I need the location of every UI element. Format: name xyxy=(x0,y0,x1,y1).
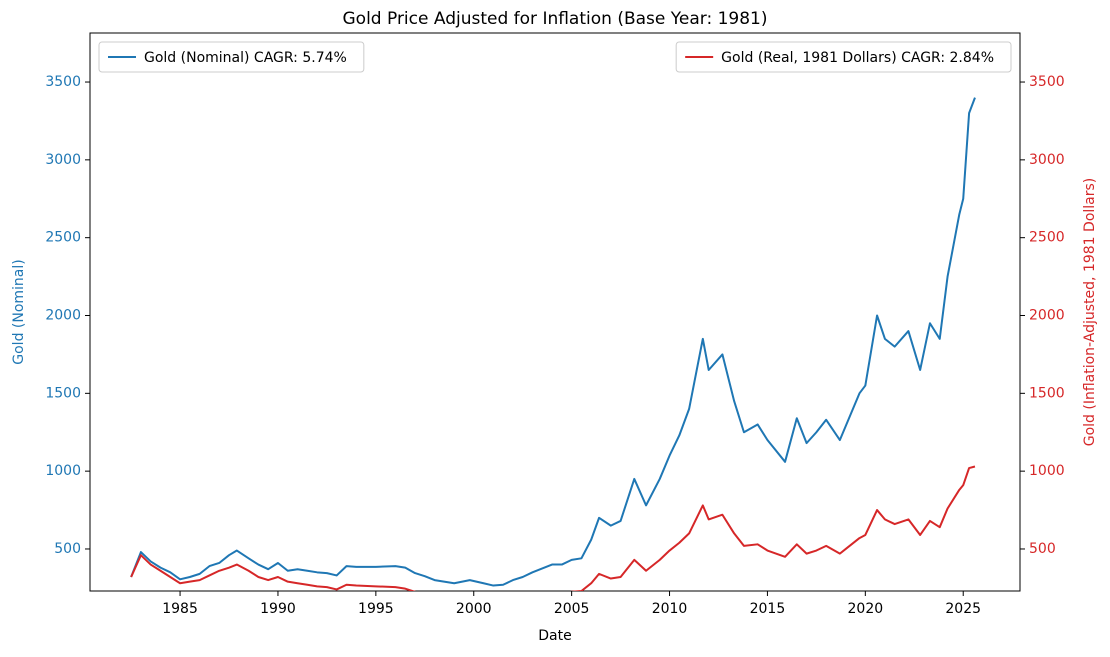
chart-title: Gold Price Adjusted for Inflation (Base … xyxy=(343,9,768,29)
y2-tick-label: 500 xyxy=(1029,541,1056,557)
y2-axis-label: Gold (Inflation-Adjusted, 1981 Dollars) xyxy=(1082,178,1098,447)
y-tick-label: 3500 xyxy=(45,74,81,90)
y2-tick-label: 2000 xyxy=(1029,308,1065,324)
y-tick-label: 1500 xyxy=(45,385,81,401)
plot-frame xyxy=(89,32,1021,592)
x-tick-label: 2025 xyxy=(945,601,981,617)
legend-label: Gold (Real, 1981 Dollars) CAGR: 2.84% xyxy=(721,50,994,66)
y-axis-label: Gold (Nominal) xyxy=(11,259,27,364)
y2-tick-label: 3000 xyxy=(1029,152,1065,168)
plot-area xyxy=(130,97,976,591)
x-tick-label: 2015 xyxy=(750,601,786,617)
y-tick-label: 3000 xyxy=(45,152,81,168)
y2-tick-label: 3500 xyxy=(1029,74,1065,90)
x-tick-label: 1990 xyxy=(260,601,296,617)
y2-tick-label: 2500 xyxy=(1029,230,1065,246)
series-line xyxy=(130,465,976,591)
x-tick-label: 1985 xyxy=(162,601,198,617)
x-tick-label: 2010 xyxy=(652,601,688,617)
x-tick-label: 1995 xyxy=(358,601,394,617)
x-axis-label: Date xyxy=(538,628,571,644)
y-tick-label: 2500 xyxy=(45,230,81,246)
x-tick-label: 2000 xyxy=(456,601,492,617)
y-tick-label: 1000 xyxy=(45,463,81,479)
series-line xyxy=(130,97,976,587)
legend-box xyxy=(675,41,1012,73)
legend-label: Gold (Nominal) CAGR: 5.74% xyxy=(144,50,347,66)
y2-tick-label: 1000 xyxy=(1029,463,1065,479)
x-tick-label: 2005 xyxy=(554,601,590,617)
legend-box xyxy=(98,41,365,73)
y2-tick-label: 1500 xyxy=(1029,385,1065,401)
y-tick-label: 2000 xyxy=(45,308,81,324)
y-tick-label: 500 xyxy=(54,541,81,557)
x-tick-label: 2020 xyxy=(848,601,884,617)
